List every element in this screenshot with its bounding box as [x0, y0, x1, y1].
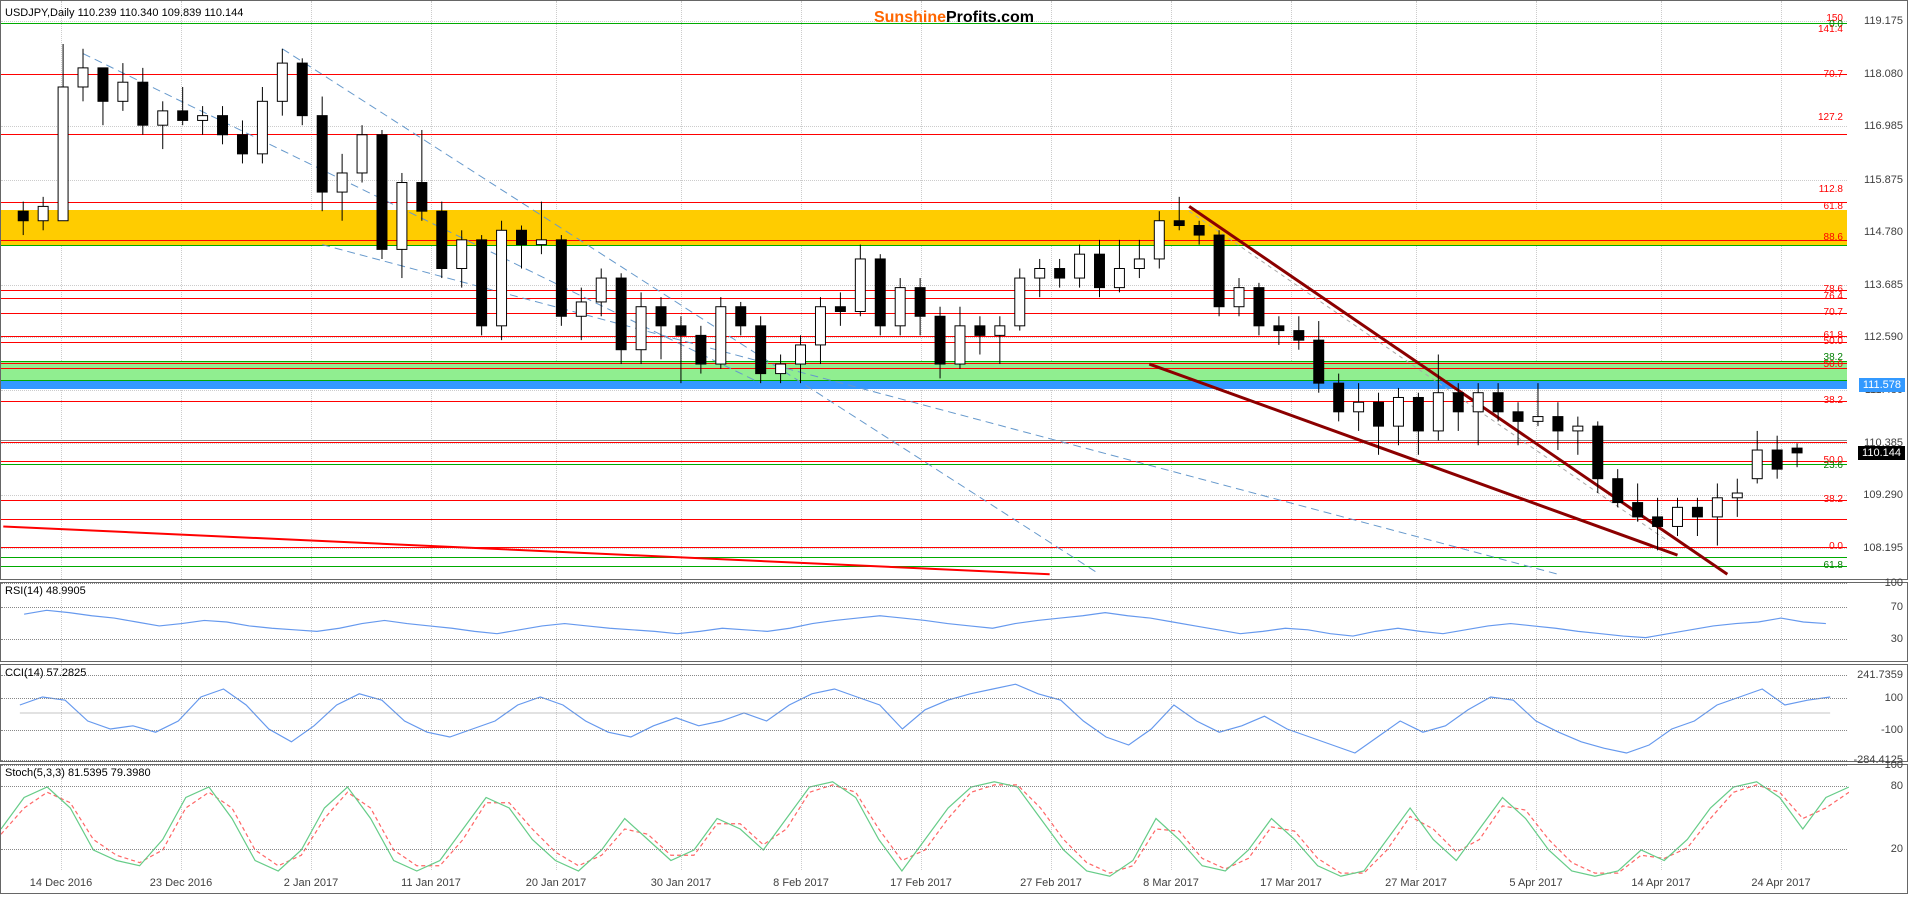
stoch-label: Stoch(5,3,3) 81.5395 79.3980 — [5, 767, 151, 779]
rsi-svg — [1, 583, 1849, 661]
pair-name: USDJPY,Daily — [5, 7, 75, 19]
main-price-chart[interactable]: USDJPY,Daily 110.239 110.340 109.839 110… — [0, 0, 1908, 580]
ohlc-c: 110.144 — [204, 7, 243, 19]
stoch-panel[interactable]: Stoch(5,3,3) 81.5395 79.3980 2080100 14 … — [0, 764, 1908, 894]
cci-svg — [1, 665, 1849, 761]
cci-panel[interactable]: CCI(14) 57.2825 -284.4125-100100241.7359 — [0, 664, 1908, 762]
rsi-panel[interactable]: RSI(14) 48.9905 3070100 — [0, 582, 1908, 662]
ohlc-l: 109.839 — [162, 7, 202, 19]
rsi-label: RSI(14) 48.9905 — [5, 585, 86, 597]
title-bar: USDJPY,Daily 110.239 110.340 109.839 110… — [5, 7, 243, 19]
stoch-svg — [1, 765, 1849, 893]
watermark: SunshineProfits.com — [874, 9, 1034, 27]
ohlc-o: 110.239 — [78, 7, 117, 19]
cci-label: CCI(14) 57.2825 — [5, 667, 86, 679]
watermark-part2: Profits.com — [946, 9, 1034, 26]
chart-container: USDJPY,Daily 110.239 110.340 109.839 110… — [0, 0, 1908, 920]
ohlc-h: 110.340 — [120, 7, 159, 19]
watermark-part1: Sunshine — [874, 9, 946, 26]
